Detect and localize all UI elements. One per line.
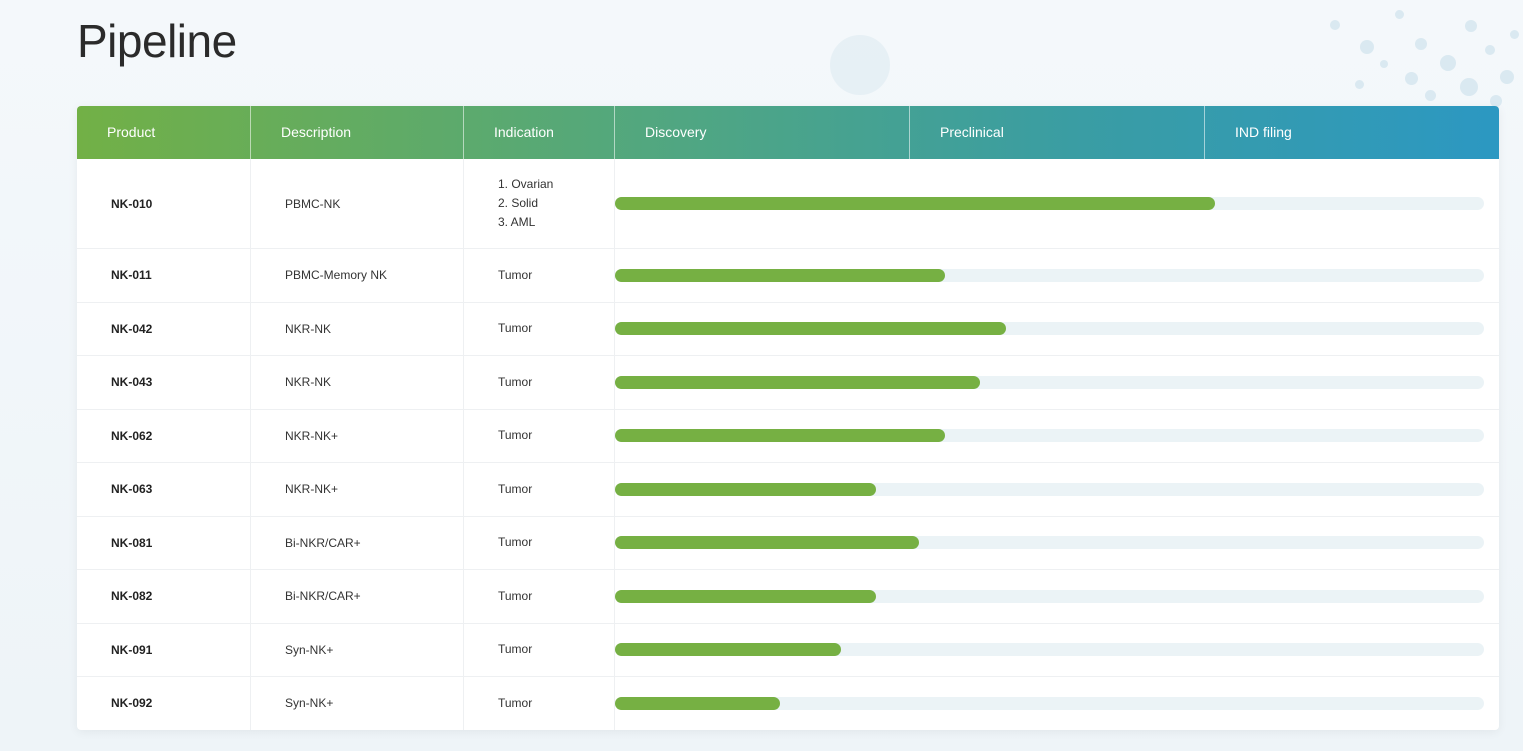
table-row: NK-010 PBMC-NK 1. Ovarian 2. Solid 3. AML xyxy=(77,159,1499,249)
indication-cell: Tumor xyxy=(464,462,615,516)
indication-item: 1. Ovarian xyxy=(498,177,554,191)
indication-item: 3. AML xyxy=(498,215,536,229)
progress-bar xyxy=(615,536,919,549)
progress-bar xyxy=(615,590,876,603)
description-cell: PBMC-NK xyxy=(251,159,464,248)
progress-bar xyxy=(615,483,876,496)
product-cell: NK-043 xyxy=(77,355,251,409)
indication-item: Tumor xyxy=(498,695,533,710)
table-row: NK-042 NKR-NK Tumor xyxy=(77,302,1499,356)
progress-bar xyxy=(615,197,1215,210)
page-title: Pipeline xyxy=(77,15,237,67)
product-cell: NK-091 xyxy=(77,623,251,676)
progress-track xyxy=(615,483,1484,496)
indication-cell: Tumor xyxy=(464,569,615,623)
product-cell: NK-011 xyxy=(77,248,251,302)
description-cell: Bi-NKR/CAR+ xyxy=(251,516,464,569)
header-ind-filing: IND filing xyxy=(1235,124,1292,140)
progress-track xyxy=(615,590,1484,603)
indication-cell: Tumor xyxy=(464,516,615,569)
progress-track xyxy=(615,269,1484,282)
progress-track xyxy=(615,536,1484,549)
indication-cell: Tumor xyxy=(464,248,615,302)
header-description: Description xyxy=(251,106,464,159)
table-row: NK-092 Syn-NK+ Tumor xyxy=(77,676,1499,730)
table-row: NK-062 NKR-NK+ Tumor xyxy=(77,409,1499,463)
product-cell: NK-042 xyxy=(77,302,251,355)
description-cell: PBMC-Memory NK xyxy=(251,248,464,302)
pipeline-table: Product Description Indication Discovery… xyxy=(77,106,1499,730)
progress-bar xyxy=(615,376,980,389)
description-cell: NKR-NK+ xyxy=(251,409,464,462)
product-cell: NK-010 xyxy=(77,159,251,248)
progress-track xyxy=(615,429,1484,442)
product-cell: NK-081 xyxy=(77,516,251,569)
product-cell: NK-062 xyxy=(77,409,251,462)
description-cell: NKR-NK+ xyxy=(251,462,464,516)
header-preclinical: Preclinical xyxy=(910,106,1205,159)
indication-cell: Tumor xyxy=(464,409,615,462)
table-header: Product Description Indication Discovery… xyxy=(77,106,1499,159)
indication-item: Tumor xyxy=(498,481,533,496)
product-cell: NK-082 xyxy=(77,569,251,623)
description-cell: Bi-NKR/CAR+ xyxy=(251,569,464,623)
description-cell: Syn-NK+ xyxy=(251,676,464,730)
indication-item: Tumor xyxy=(498,374,533,389)
progress-track xyxy=(615,322,1484,335)
table-row: NK-091 Syn-NK+ Tumor xyxy=(77,623,1499,677)
description-cell: NKR-NK xyxy=(251,355,464,409)
progress-track xyxy=(615,197,1484,210)
table-row: NK-082 Bi-NKR/CAR+ Tumor xyxy=(77,569,1499,624)
indication-item: Tumor xyxy=(498,428,533,442)
indication-item: Tumor xyxy=(498,267,533,282)
progress-bar xyxy=(615,643,841,656)
indication-cell: Tumor xyxy=(464,676,615,730)
description-cell: Syn-NK+ xyxy=(251,623,464,676)
header-discovery: Discovery xyxy=(615,106,910,159)
progress-bar xyxy=(615,269,945,282)
table-row: NK-063 NKR-NK+ Tumor xyxy=(77,462,1499,517)
indication-cell: Tumor xyxy=(464,623,615,676)
progress-track xyxy=(615,376,1484,389)
table-row: NK-011 PBMC-Memory NK Tumor xyxy=(77,248,1499,303)
header-product: Product xyxy=(77,106,251,159)
table-row: NK-043 NKR-NK Tumor xyxy=(77,355,1499,410)
indication-item: Tumor xyxy=(498,321,533,335)
indication-item: 2. Solid xyxy=(498,196,539,210)
indication-cell: Tumor xyxy=(464,302,615,355)
progress-track xyxy=(615,697,1484,710)
progress-track xyxy=(615,643,1484,656)
header-indication: Indication xyxy=(464,106,615,159)
indication-cell: Tumor xyxy=(464,355,615,409)
description-cell: NKR-NK xyxy=(251,302,464,355)
product-cell: NK-092 xyxy=(77,676,251,730)
indication-item: Tumor xyxy=(498,535,533,549)
progress-bar xyxy=(615,429,945,442)
indication-item: Tumor xyxy=(498,588,533,603)
progress-bar xyxy=(615,697,780,710)
indication-item: Tumor xyxy=(498,642,533,656)
table-row: NK-081 Bi-NKR/CAR+ Tumor xyxy=(77,516,1499,570)
indication-cell: 1. Ovarian 2. Solid 3. AML xyxy=(464,159,615,248)
product-cell: NK-063 xyxy=(77,462,251,516)
progress-bar xyxy=(615,322,1006,335)
